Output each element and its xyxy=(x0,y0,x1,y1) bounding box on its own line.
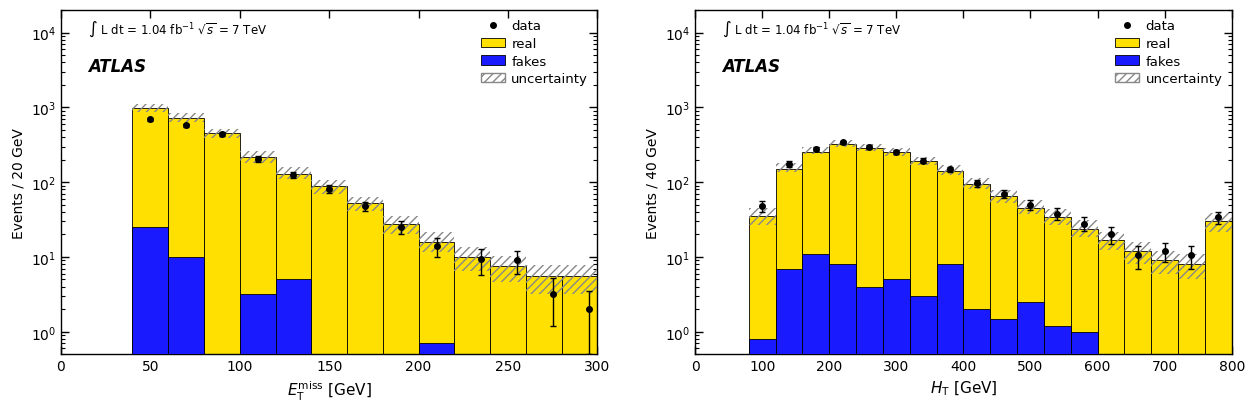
Bar xyxy=(1017,200,1044,215)
Bar xyxy=(1044,326,1070,413)
Bar xyxy=(937,166,963,175)
Bar xyxy=(1205,222,1232,413)
Bar xyxy=(937,265,963,413)
Bar xyxy=(909,157,937,166)
Bar xyxy=(857,145,883,152)
Bar xyxy=(883,280,909,413)
Bar xyxy=(383,216,418,235)
Bar xyxy=(203,134,240,413)
Bar xyxy=(1017,209,1044,413)
Bar xyxy=(990,319,1017,413)
Y-axis label: Events / 20 GeV: Events / 20 GeV xyxy=(11,128,25,238)
Bar xyxy=(1070,229,1098,413)
Bar xyxy=(776,164,803,173)
Bar xyxy=(883,149,909,157)
Bar xyxy=(909,297,937,413)
Bar xyxy=(240,157,275,413)
Bar xyxy=(883,153,909,413)
Text: ATLAS: ATLAS xyxy=(722,57,780,76)
Bar xyxy=(347,204,383,413)
Text: $\int$ L dt = 1.04 fb$^{-1}$ $\sqrt{s}$ = 7 TeV: $\int$ L dt = 1.04 fb$^{-1}$ $\sqrt{s}$ … xyxy=(88,20,268,39)
Bar xyxy=(749,209,776,225)
Bar xyxy=(857,287,883,413)
Bar xyxy=(990,197,1017,413)
Bar xyxy=(1178,255,1205,279)
Bar xyxy=(1017,302,1044,413)
Bar xyxy=(275,168,311,180)
Bar xyxy=(275,280,311,413)
Bar xyxy=(803,152,829,413)
Bar xyxy=(203,130,240,139)
Bar xyxy=(526,266,561,294)
Bar xyxy=(1178,265,1205,413)
Bar xyxy=(418,232,455,252)
Bar xyxy=(829,265,857,413)
Bar xyxy=(1152,261,1178,413)
Bar xyxy=(240,152,275,163)
Bar xyxy=(418,242,455,413)
Bar xyxy=(275,174,311,413)
Text: ATLAS: ATLAS xyxy=(88,57,146,76)
Bar xyxy=(803,254,829,413)
Bar xyxy=(311,187,347,413)
Bar xyxy=(383,224,418,413)
Bar xyxy=(990,190,1017,203)
Bar xyxy=(829,145,857,413)
Y-axis label: Events / 40 GeV: Events / 40 GeV xyxy=(646,128,659,238)
Bar xyxy=(1124,242,1152,264)
Bar xyxy=(168,114,203,123)
Bar xyxy=(1070,220,1098,237)
Legend: data, real, fakes, uncertainty: data, real, fakes, uncertainty xyxy=(476,15,594,91)
Bar xyxy=(561,266,598,294)
Bar xyxy=(1152,251,1178,274)
Bar xyxy=(132,104,168,112)
Bar xyxy=(803,148,829,155)
X-axis label: $H_{\mathrm{T}}$ [GeV]: $H_{\mathrm{T}}$ [GeV] xyxy=(929,379,997,397)
Bar xyxy=(829,141,857,147)
Bar xyxy=(1044,218,1070,413)
Legend: data, real, fakes, uncertainty: data, real, fakes, uncertainty xyxy=(1110,15,1228,91)
Bar xyxy=(455,248,490,271)
Bar xyxy=(1205,214,1232,233)
Bar xyxy=(857,148,883,413)
Bar xyxy=(490,267,526,413)
Bar xyxy=(1044,210,1070,225)
Bar xyxy=(132,228,168,413)
Bar xyxy=(1098,240,1124,413)
Bar xyxy=(490,256,526,282)
Bar xyxy=(963,179,990,190)
Bar xyxy=(1070,332,1098,413)
Bar xyxy=(776,269,803,413)
Bar xyxy=(963,185,990,413)
Bar xyxy=(963,309,990,413)
Bar xyxy=(776,170,803,413)
Bar xyxy=(455,257,490,413)
Text: $\int$ L dt = 1.04 fb$^{-1}$ $\sqrt{s}$ = 7 TeV: $\int$ L dt = 1.04 fb$^{-1}$ $\sqrt{s}$ … xyxy=(722,20,902,39)
X-axis label: $E_{\mathrm{T}}^{\mathrm{miss}}$ [GeV]: $E_{\mathrm{T}}^{\mathrm{miss}}$ [GeV] xyxy=(286,379,372,402)
Bar xyxy=(909,162,937,413)
Bar xyxy=(749,339,776,413)
Bar xyxy=(240,294,275,413)
Bar xyxy=(937,172,963,413)
Bar xyxy=(561,277,598,413)
Bar xyxy=(526,277,561,413)
Bar xyxy=(749,217,776,413)
Bar xyxy=(1098,232,1124,251)
Bar xyxy=(311,181,347,194)
Bar xyxy=(168,257,203,413)
Bar xyxy=(347,197,383,212)
Bar xyxy=(1124,252,1152,413)
Bar xyxy=(132,109,168,413)
Bar xyxy=(168,119,203,413)
Bar xyxy=(418,344,455,413)
